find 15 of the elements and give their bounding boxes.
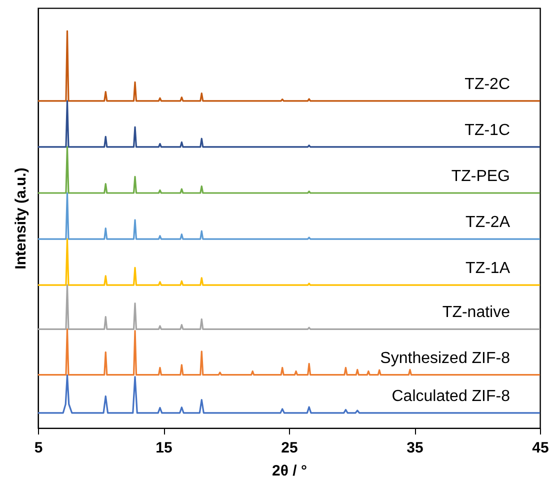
series-label: TZ-native (442, 304, 510, 322)
series-label: TZ-2A (466, 214, 510, 232)
series-label: TZ-2C (464, 76, 510, 93)
series-label: TZ-1C (464, 122, 510, 139)
series-label: Synthesized ZIF-8 (380, 350, 510, 367)
x-tick-label: 15 (156, 440, 172, 456)
x-axis-title: 2θ / ° (272, 462, 307, 480)
series-label: TZ-1A (466, 260, 510, 278)
x-tick-label: 5 (34, 440, 43, 456)
series-label: Calculated ZIF-8 (392, 388, 510, 405)
y-axis-title: Intensity (a.u.) (12, 168, 30, 270)
series-label: TZ-PEG (451, 168, 510, 185)
x-tick-label: 45 (532, 440, 549, 456)
x-tick-label: 35 (406, 440, 424, 456)
x-tick-label: 25 (281, 440, 298, 456)
